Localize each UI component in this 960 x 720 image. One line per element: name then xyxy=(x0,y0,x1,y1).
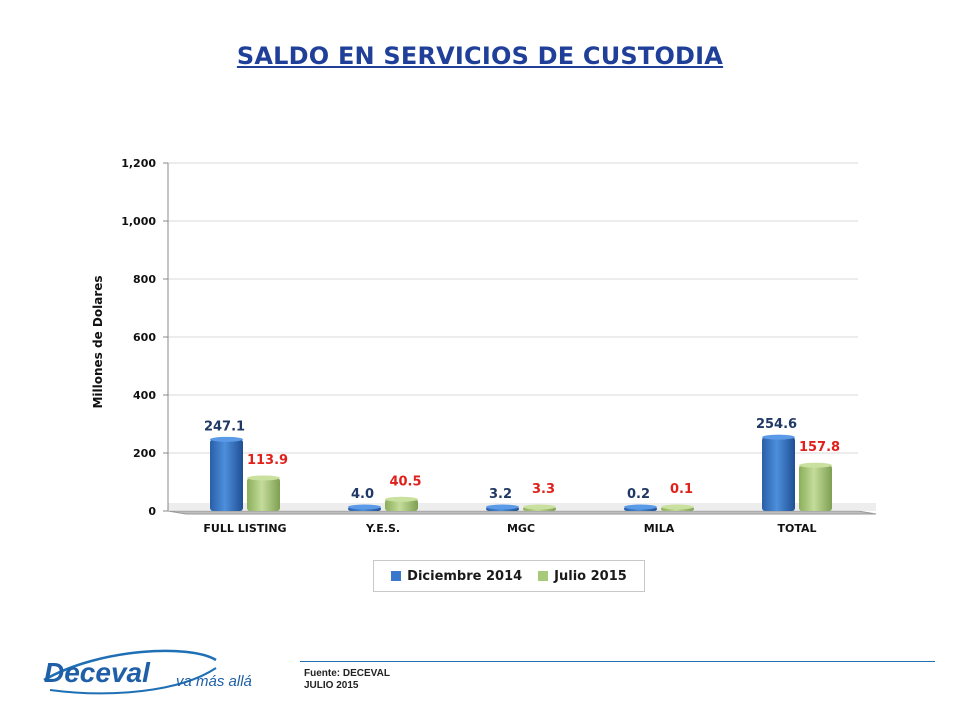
bar-cap xyxy=(624,504,657,510)
bar-cap xyxy=(486,504,519,510)
data-label: 3.2 xyxy=(489,487,512,502)
bar-cap xyxy=(661,504,694,510)
legend-label-diciembre: Diciembre 2014 xyxy=(407,568,523,584)
y-tick-label: 1,200 xyxy=(121,157,156,170)
svg-text:va más allá: va más allá xyxy=(176,673,252,690)
x-tick-label: TOTAL xyxy=(777,522,816,535)
y-axis: 0 200 400 600 800 1,000 1,200 xyxy=(121,157,169,518)
bar xyxy=(210,439,243,511)
floor-plane xyxy=(167,510,877,515)
bar xyxy=(762,437,795,511)
data-label: 0.2 xyxy=(627,487,650,502)
bar-cap xyxy=(247,475,280,481)
x-axis: FULL LISTING Y.E.S. MGC MILA TOTAL xyxy=(203,522,816,535)
footer-divider xyxy=(300,661,935,662)
y-tick-label: 800 xyxy=(133,273,156,286)
data-label: 3.3 xyxy=(532,482,555,497)
y-tick-label: 200 xyxy=(133,447,156,460)
data-label: 113.9 xyxy=(247,453,288,468)
x-tick-label: MGC xyxy=(507,522,535,535)
data-label: 254.6 xyxy=(756,417,797,432)
source-text: Fuente: DECEVAL xyxy=(304,668,390,679)
x-tick-label: MILA xyxy=(644,522,675,535)
source-date: JULIO 2015 xyxy=(304,680,359,691)
bar xyxy=(385,499,418,511)
y-tick-label: 400 xyxy=(133,389,156,402)
data-label: 40.5 xyxy=(389,474,421,489)
legend-item-diciembre: Diciembre 2014 xyxy=(391,569,522,584)
bar xyxy=(247,477,280,511)
legend-item-julio: Julio 2015 xyxy=(538,569,627,584)
floor-shadow xyxy=(168,503,876,511)
bar-cap xyxy=(762,434,795,440)
x-tick-label: Y.E.S. xyxy=(365,522,400,535)
bar-cap xyxy=(348,504,381,510)
deceval-logo: Deceval va más allá xyxy=(43,649,252,695)
data-label: 0.1 xyxy=(670,482,693,497)
bar-cap xyxy=(210,436,243,442)
legend-label-julio: Julio 2015 xyxy=(554,568,627,584)
bar-cap xyxy=(385,496,418,502)
chart-legend: Diciembre 2014 Julio 2015 xyxy=(373,560,645,592)
x-tick-label: FULL LISTING xyxy=(203,522,286,535)
data-label: 157.8 xyxy=(799,440,840,455)
bar-cap xyxy=(799,462,832,468)
source-note: Fuente: DECEVAL JULIO 2015 xyxy=(304,668,390,692)
legend-swatch-julio xyxy=(538,571,549,581)
bar-cap xyxy=(523,504,556,510)
y-tick-label: 1,000 xyxy=(121,215,156,228)
legend-swatch-diciembre xyxy=(391,571,402,581)
bar xyxy=(799,465,832,511)
data-label: 247.1 xyxy=(204,419,245,434)
chart-title: SALDO EN SERVICIOS DE CUSTODIA xyxy=(236,42,724,70)
y-tick-label: 600 xyxy=(133,331,156,344)
data-label: 4.0 xyxy=(351,487,374,502)
svg-text:Deceval: Deceval xyxy=(44,657,151,688)
y-tick-label: 0 xyxy=(148,505,156,518)
y-axis-label: Millones de Dolares xyxy=(91,275,105,408)
